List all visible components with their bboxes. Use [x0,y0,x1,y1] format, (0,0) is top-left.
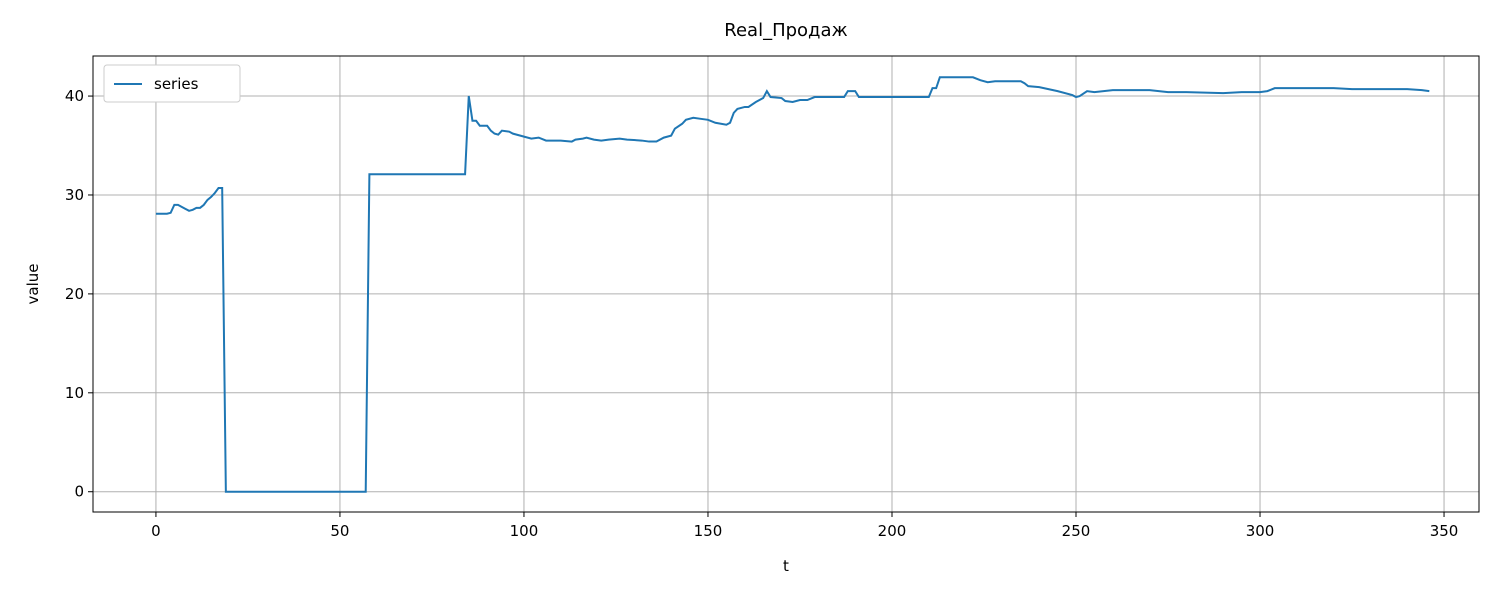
x-tick-label: 100 [510,522,539,540]
legend-label: series [154,75,199,93]
y-tick-label: 10 [65,384,84,402]
x-tick-label: 250 [1062,522,1091,540]
chart-title: Real_Продаж [724,20,847,41]
legend-box [103,64,241,103]
y-tick-label: 40 [65,87,84,105]
x-tick-label: 300 [1246,522,1275,540]
plot-frame [92,55,1480,513]
x-tick-label: 150 [694,522,723,540]
y-tick-label: 30 [65,186,84,204]
y-tick-label: 20 [65,285,84,303]
line-series [155,76,1430,493]
x-tick-label: 200 [878,522,907,540]
y-axis-label: value [24,264,42,305]
x-tick-label: 50 [330,522,349,540]
y-tick-label: 0 [74,483,84,501]
x-tick-label: 0 [151,522,161,540]
x-axis-label: t [783,557,789,575]
x-tick-label: 350 [1430,522,1459,540]
